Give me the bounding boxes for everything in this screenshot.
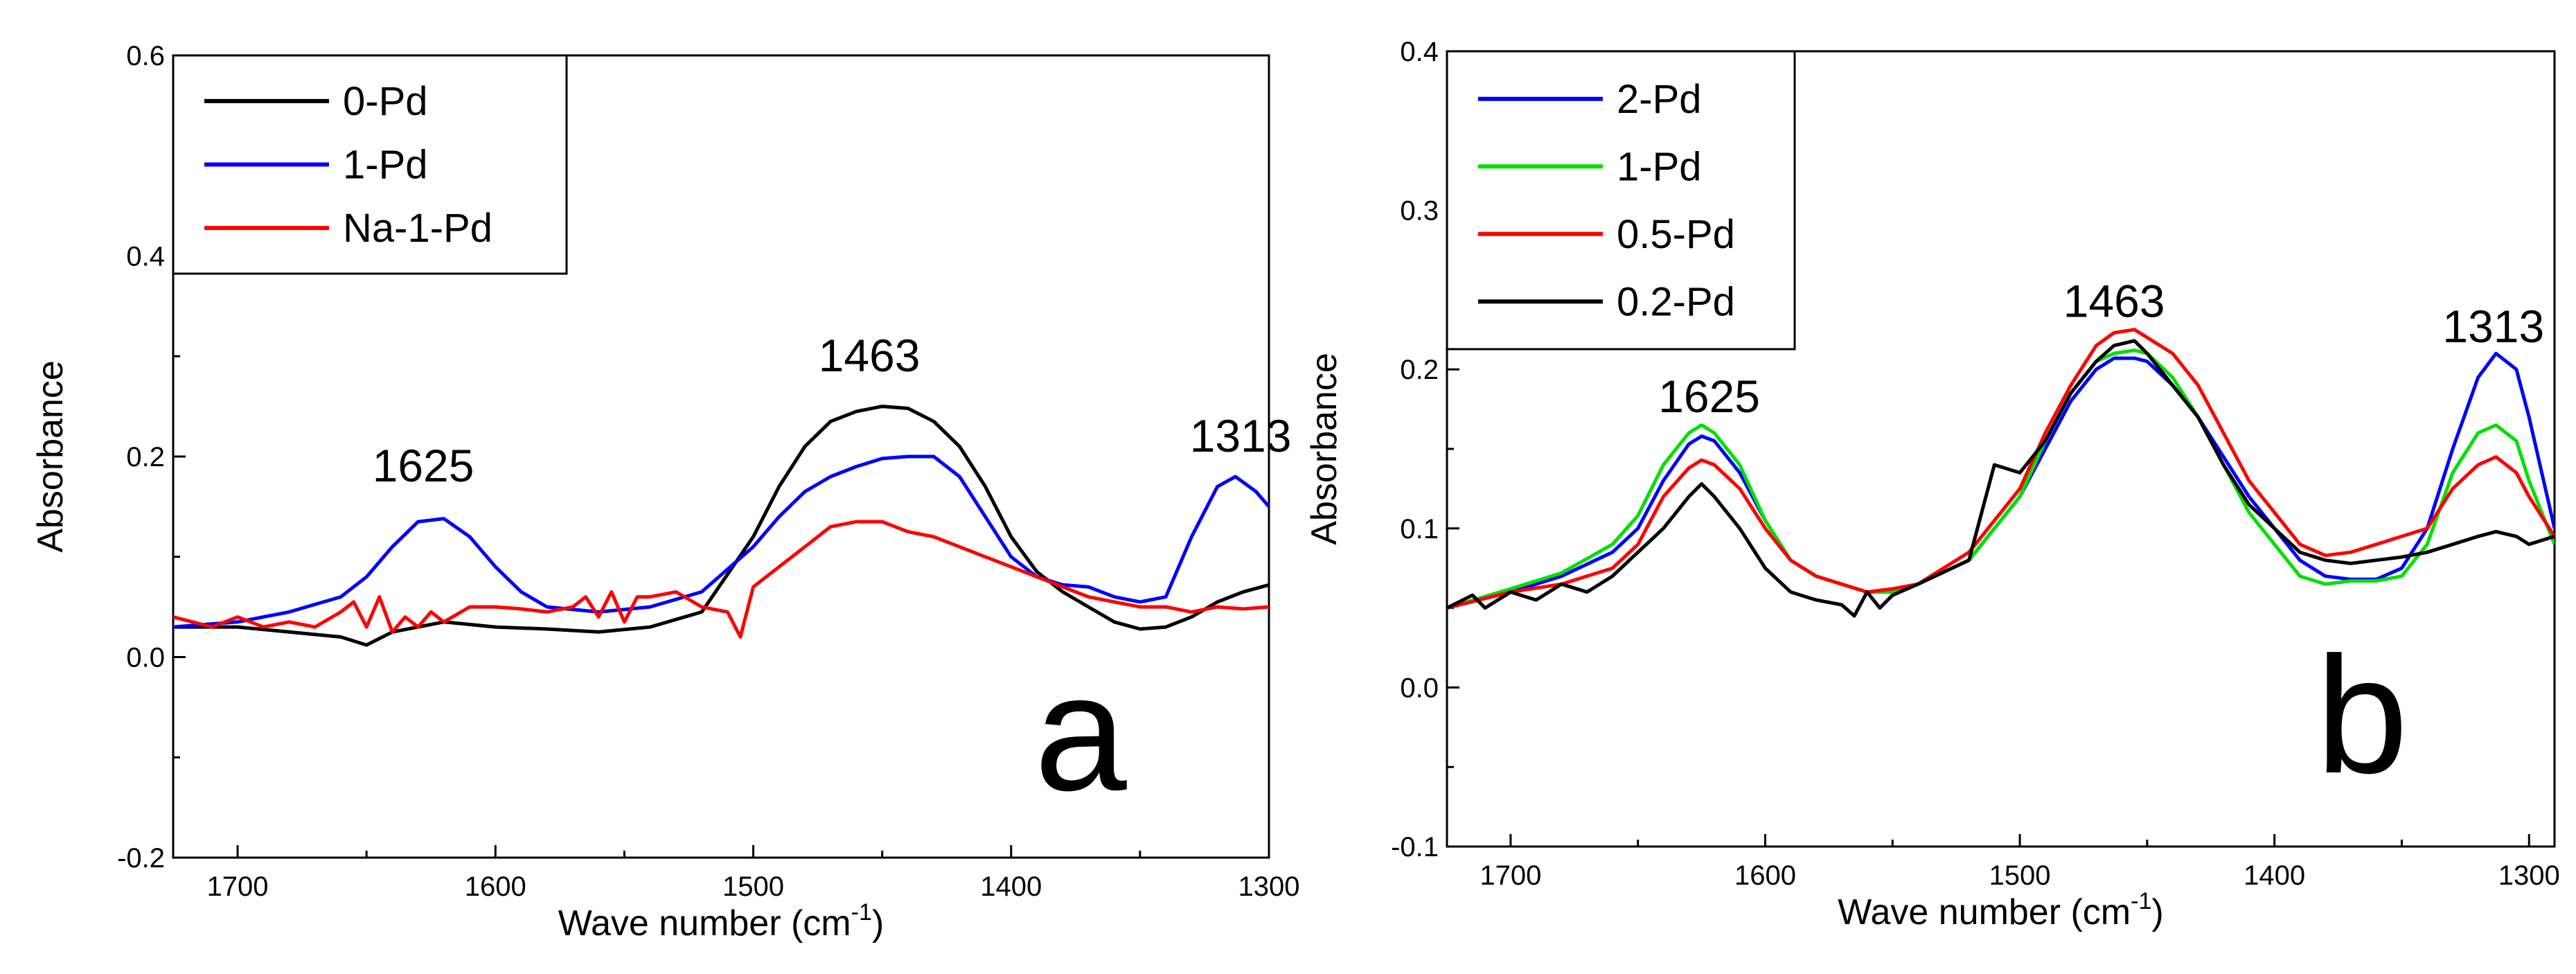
panel-letter: a: [1034, 639, 1127, 825]
y-axis-title: Absorbance: [1304, 353, 1344, 545]
x-tick-label: 1600: [1734, 860, 1796, 891]
y-tick-label: 0.4: [1400, 37, 1439, 67]
series-line-0-2-pd: [1447, 339, 2555, 618]
x-axis-title-main: Wave number (cm: [558, 903, 851, 944]
series-line-2-pd: [1447, 351, 2555, 610]
x-axis-title-tail: ): [872, 903, 884, 944]
x-axis-title: Wave number (cm-1): [558, 899, 884, 944]
y-tick-label: 0.0: [126, 643, 165, 673]
chart-panel-a: 1700 1600 1500 1400 1300 -0.2 0.0 0.2 0.4 0.6 Wave…: [30, 41, 1299, 944]
chart-panel-b: 1700 1600 1500 1400 1300 -0.1 0.0 0.1 0.2 0.3 0.4 W…: [1304, 37, 2560, 932]
y-tick-label: -0.2: [117, 843, 165, 874]
x-axis-title-sup: -1: [851, 899, 872, 926]
series-line-1-pd: [173, 454, 1269, 629]
legend-label: 0-Pd: [343, 79, 428, 124]
panel-letter: b: [2316, 622, 2408, 808]
y-axis-title: Absorbance: [30, 360, 71, 553]
x-axis-title-sup: -1: [2131, 888, 2151, 914]
y-tick-label: -0.1: [1391, 832, 1439, 862]
legend-label: 2-Pd: [1617, 77, 1702, 122]
y-tick-label: 0.3: [1400, 196, 1439, 227]
peak-annotation: 1463: [819, 330, 921, 381]
x-axis-title-tail: ): [2151, 892, 2163, 932]
legend-label: 0.2-Pd: [1617, 279, 1735, 324]
peak-annotation: 1463: [2063, 275, 2165, 326]
peak-annotation: 1625: [373, 440, 474, 491]
x-tick-label: 1700: [1480, 860, 1541, 891]
y-tick-label: 0.0: [1400, 673, 1439, 703]
x-tick-label: 1300: [2498, 860, 2560, 891]
x-tick-label: 1700: [207, 871, 269, 902]
x-axis-title-main: Wave number (cm: [1838, 892, 2131, 932]
y-tick-label: 0.2: [1400, 355, 1439, 385]
x-tick-label: 1300: [1238, 871, 1300, 902]
x-tick-label: 1600: [465, 871, 526, 902]
legend-label: 1-Pd: [343, 143, 428, 188]
y-tick-label: 0.1: [1400, 514, 1439, 544]
series-line-0-pd: [173, 405, 1269, 647]
peak-annotation: 1313: [1190, 410, 1292, 461]
x-axis-title: Wave number (cm-1): [1838, 888, 2163, 932]
y-tick-label: 0.4: [126, 242, 165, 272]
x-tick-label: 1500: [1989, 860, 2051, 891]
legend-label: Na-1-Pd: [343, 206, 492, 251]
x-tick-label: 1400: [2244, 860, 2305, 891]
peak-annotation: 1625: [1658, 371, 1760, 422]
series-line-na-1-pd: [173, 520, 1269, 639]
legend-label: 1-Pd: [1617, 144, 1702, 189]
peak-annotation: 1313: [2442, 301, 2544, 352]
y-tick-label: 0.2: [126, 442, 165, 472]
series-line-0-5-pd: [1447, 328, 2555, 610]
x-tick-label: 1500: [722, 871, 784, 902]
x-tick-label: 1400: [980, 871, 1042, 902]
legend-label: 0.5-Pd: [1617, 212, 1735, 257]
y-tick-label: 0.6: [126, 41, 165, 71]
